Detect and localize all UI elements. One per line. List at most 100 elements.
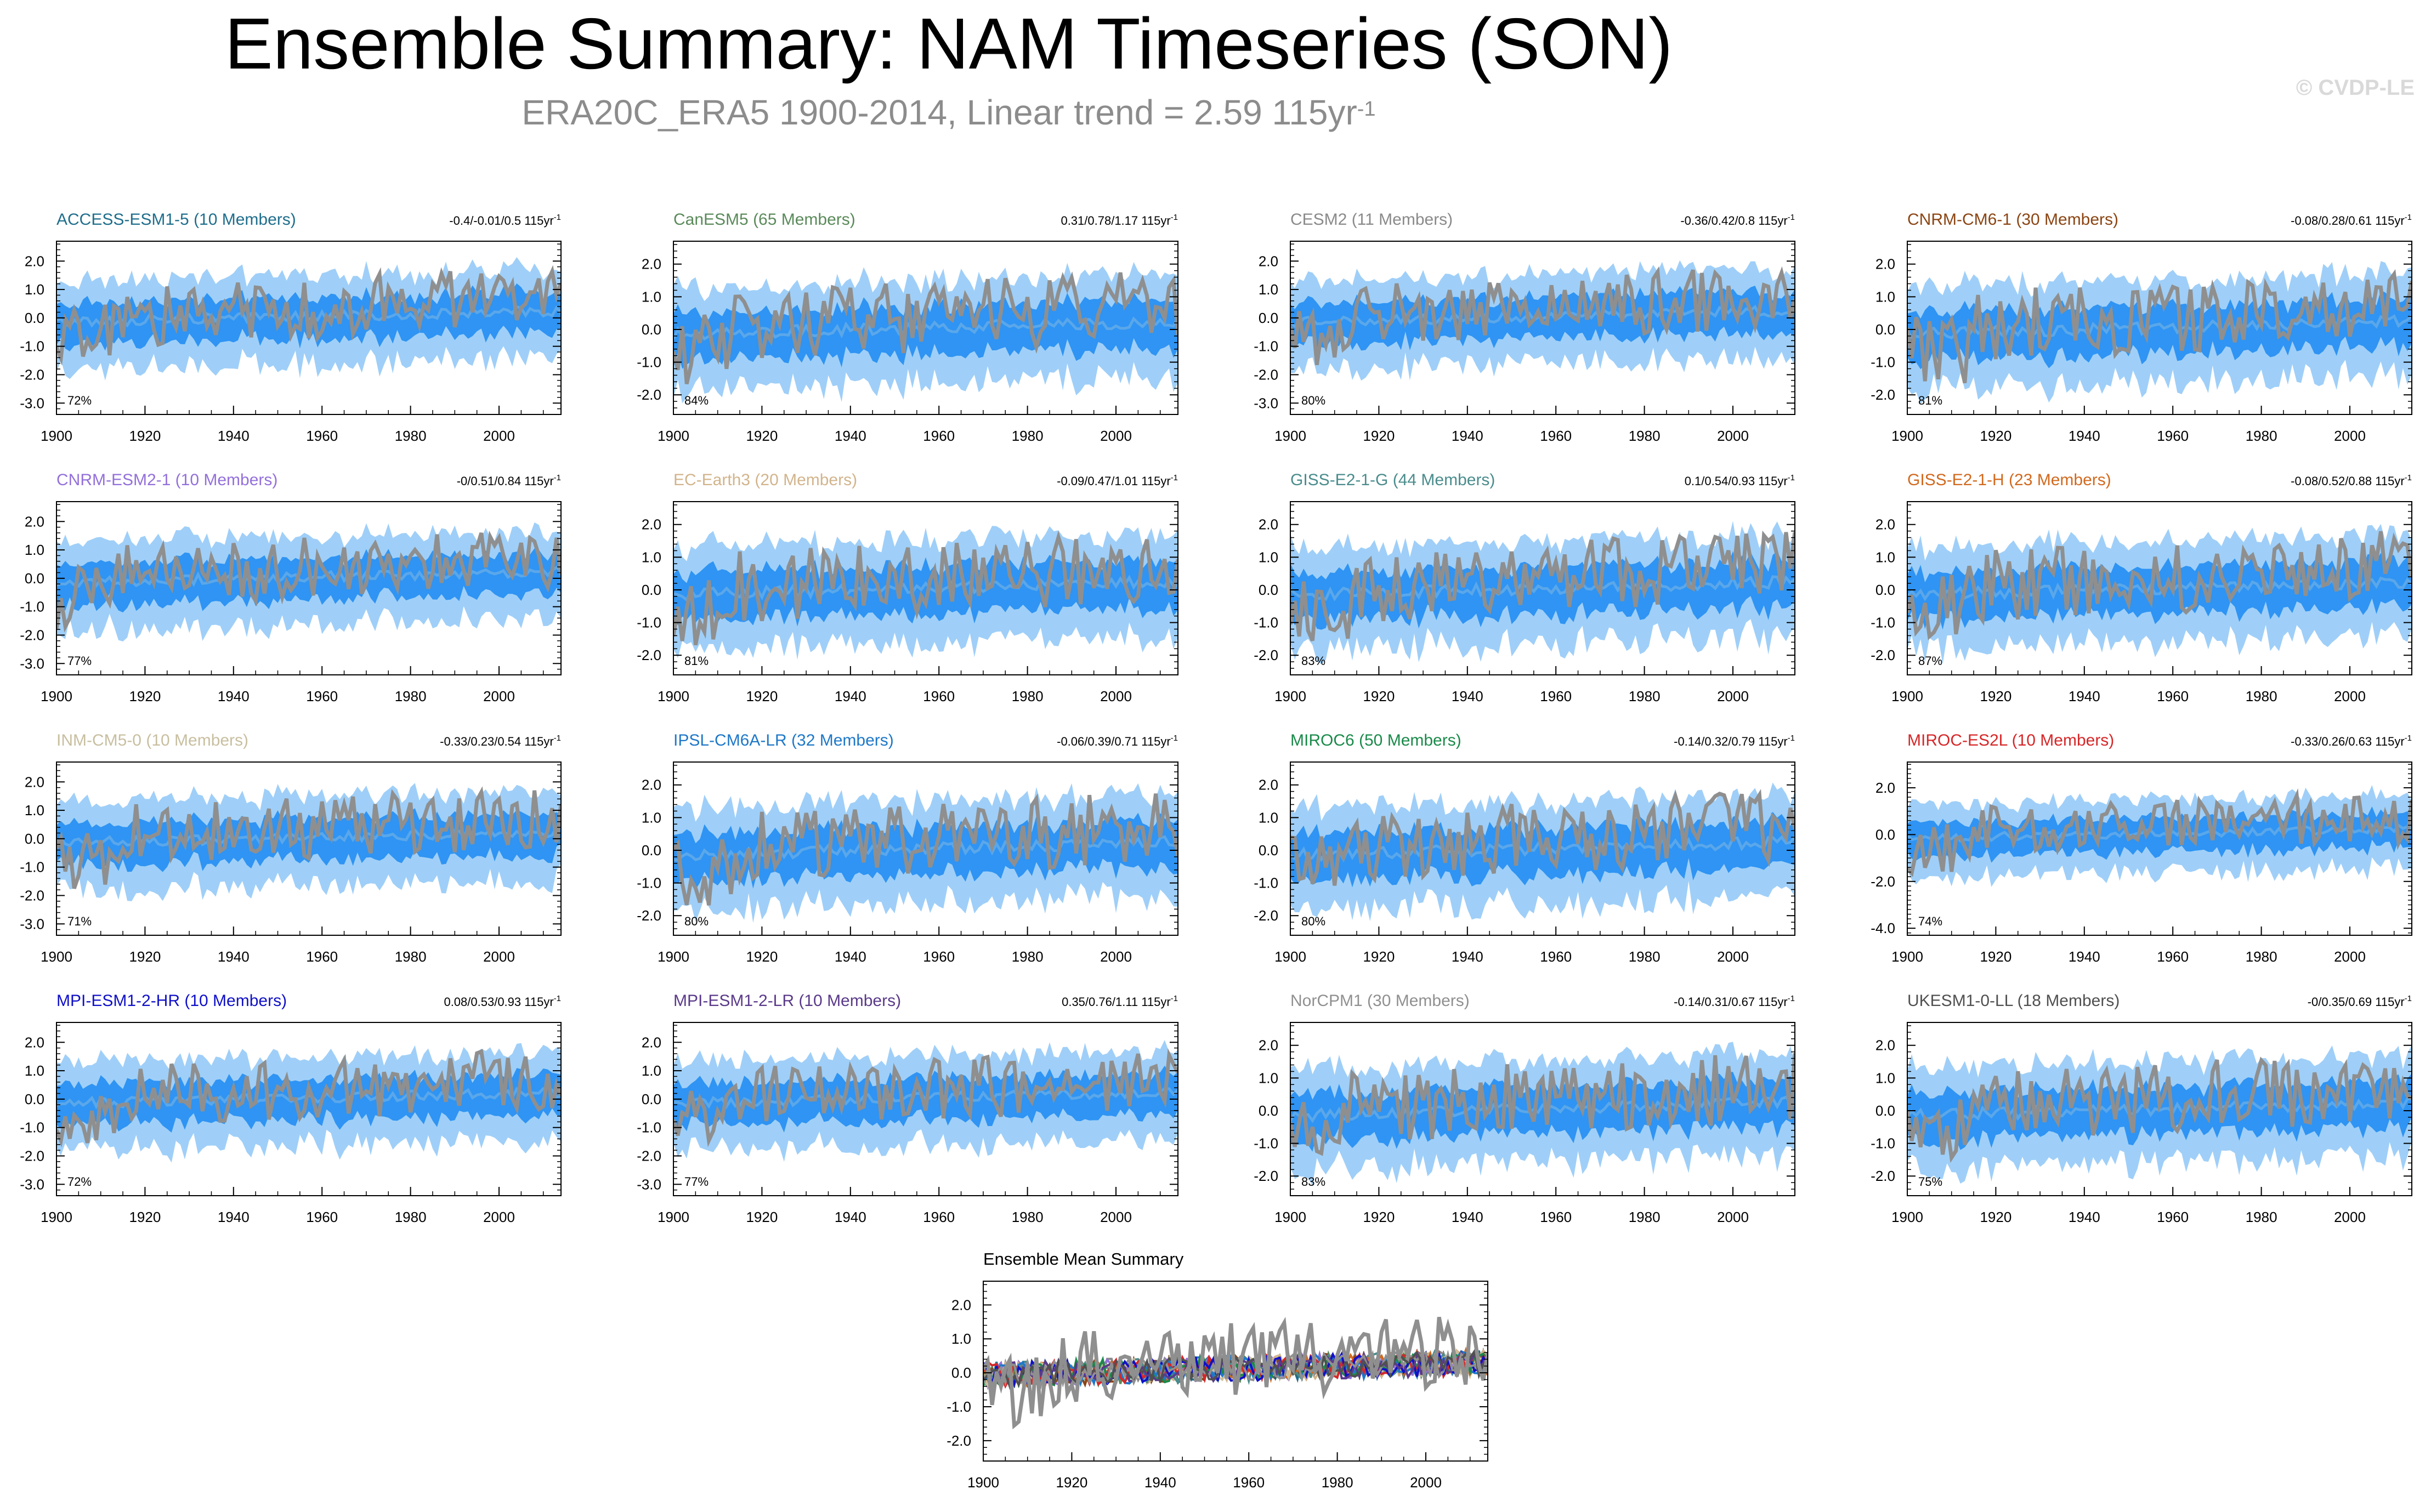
y-tick-label: 2.0	[642, 516, 661, 533]
x-tick-label: 1920	[129, 688, 161, 704]
observed-series-line	[673, 1048, 1178, 1147]
y-tick-label: -3.0	[637, 1176, 661, 1192]
percent-label: 81%	[684, 654, 709, 668]
y-tick-label: 0.0	[25, 310, 44, 326]
x-tick-label: 1980	[1012, 948, 1044, 965]
ensemble-iqr-band	[56, 1068, 561, 1133]
y-tick-label: -3.0	[1254, 395, 1278, 411]
trend-label: -0/0.35/0.69 115yr-1	[2308, 994, 2412, 1009]
x-tick-label: 2000	[1100, 1209, 1132, 1225]
y-tick-label: 0.0	[1259, 582, 1278, 598]
x-tick-label: 1980	[395, 1209, 427, 1225]
x-tick-label: 1940	[2069, 688, 2100, 704]
percent-label: 80%	[1301, 914, 1325, 928]
y-tick-label: -2.0	[637, 1147, 661, 1164]
y-tick-label: -3.0	[20, 655, 44, 672]
panel-13: 2.0 1.0 0.0 -1.0 -2.0 -3.0 1900 1920 1940 1960 198…	[637, 992, 1178, 1225]
x-tick-label: 1980	[2246, 428, 2277, 444]
y-tick-label: 1.0	[1875, 1070, 1895, 1086]
percent-label: 74%	[1918, 914, 1942, 928]
percent-label: 81%	[1918, 394, 1942, 407]
percent-label: 80%	[1301, 394, 1325, 407]
model-mean-line-15	[983, 1348, 1488, 1390]
plot-frame	[1290, 241, 1795, 415]
y-tick-label: 2.0	[951, 1297, 971, 1313]
y-tick-label: 1.0	[642, 288, 661, 305]
percent-label: 72%	[67, 1175, 92, 1189]
y-tick-label: -2.0	[1871, 647, 1895, 663]
x-tick-label: 1900	[658, 1209, 689, 1225]
x-tick-label: 1900	[967, 1474, 999, 1491]
panel-11: 2.0 0.0 -2.0 -4.0 1900 1920 1940 1960 1980 2000 MI…	[1871, 731, 2412, 965]
panel-title: ACCESS-ESM1-5 (10 Members)	[56, 211, 296, 229]
panel-title: EC-Earth3 (20 Members)	[673, 471, 857, 489]
panel-title: NorCPM1 (30 Members)	[1290, 992, 1470, 1010]
x-tick-label: 1960	[2157, 1209, 2189, 1225]
x-tick-label: 1900	[1274, 948, 1306, 965]
panel-title: CNRM-ESM2-1 (10 Members)	[56, 471, 277, 489]
ensemble-mean-line	[1907, 822, 2412, 843]
x-tick-label: 1980	[1629, 428, 1661, 444]
x-tick-label: 1960	[1540, 428, 1572, 444]
y-tick-label: -2.0	[637, 647, 661, 663]
observed-series-line	[1907, 531, 2412, 640]
x-tick-label: 1900	[658, 688, 689, 704]
x-tick-label: 1920	[1056, 1474, 1087, 1491]
x-tick-label: 1940	[218, 688, 250, 704]
y-tick-label: 1.0	[1259, 281, 1278, 298]
observed-series-line	[1907, 788, 2412, 877]
subtitle-superscript: -1	[1357, 98, 1376, 121]
x-tick-label: 1920	[746, 1209, 778, 1225]
y-tick-label: -1.0	[1871, 615, 1895, 631]
x-tick-label: 1920	[1980, 1209, 2011, 1225]
panel-title: CESM2 (11 Members)	[1290, 211, 1453, 229]
y-tick-label: 2.0	[642, 777, 661, 793]
subtitle-text: ERA20C_ERA5 1900-2014, Linear trend = 2.…	[522, 93, 1357, 132]
y-tick-label: -2.0	[1871, 386, 1895, 403]
x-tick-label: 1960	[1233, 1474, 1265, 1491]
x-tick-label: 1960	[923, 948, 955, 965]
x-tick-label: 1920	[129, 1209, 161, 1225]
y-tick-label: 2.0	[1875, 780, 1895, 796]
panel-title: Ensemble Mean Summary	[983, 1249, 1184, 1269]
x-tick-label: 1940	[1452, 1209, 1483, 1225]
y-tick-label: -1.0	[1254, 1135, 1278, 1152]
x-tick-label: 1960	[306, 948, 338, 965]
y-tick-label: -2.0	[20, 1147, 44, 1164]
y-tick-label: 0.0	[1259, 842, 1278, 859]
percent-label: 77%	[67, 654, 92, 668]
y-tick-label: -2.0	[20, 627, 44, 643]
y-tick-label: 0.0	[642, 321, 661, 338]
x-tick-label: 1940	[218, 1209, 250, 1225]
y-tick-label: 0.0	[1259, 310, 1278, 326]
panel-16: 2.0 1.0 0.0 -1.0 -2.0 1900 1920 1940 1960 1980 200…	[947, 1249, 1488, 1491]
y-tick-label: 0.0	[25, 570, 44, 587]
y-tick-label: 1.0	[1259, 1070, 1278, 1086]
y-tick-label: 1.0	[1259, 809, 1278, 826]
panel-14: 2.0 1.0 0.0 -1.0 -2.0 1900 1920 1940 1960 1980 200…	[1254, 992, 1795, 1225]
y-tick-label: 1.0	[25, 281, 44, 298]
panel-12: 2.0 1.0 0.0 -1.0 -2.0 -3.0 1900 1920 1940 1960 198…	[20, 992, 562, 1225]
y-tick-label: 2.0	[1259, 516, 1278, 533]
x-tick-label: 1940	[1452, 948, 1483, 965]
x-tick-label: 1960	[2157, 948, 2189, 965]
percent-label: 80%	[684, 914, 709, 928]
y-tick-label: -1.0	[947, 1399, 971, 1415]
panel-title: GISS-E2-1-G (44 Members)	[1290, 471, 1495, 489]
x-tick-label: 2000	[483, 428, 515, 444]
y-tick-label: -1.0	[1254, 615, 1278, 631]
x-tick-label: 1980	[2246, 948, 2277, 965]
y-tick-label: -1.0	[20, 859, 44, 876]
plot-frame	[1290, 761, 1795, 936]
x-tick-label: 1960	[2157, 688, 2189, 704]
x-tick-label: 1900	[41, 428, 72, 444]
x-tick-label: 1940	[1452, 428, 1483, 444]
y-tick-label: -2.0	[1871, 1168, 1895, 1184]
panel-title: MIROC6 (50 Members)	[1290, 731, 1461, 749]
x-tick-label: 2000	[1410, 1474, 1442, 1491]
y-tick-label: -1.0	[20, 338, 44, 355]
plot-frame	[983, 1281, 1488, 1462]
x-tick-label: 1960	[923, 688, 955, 704]
x-tick-label: 1900	[658, 428, 689, 444]
